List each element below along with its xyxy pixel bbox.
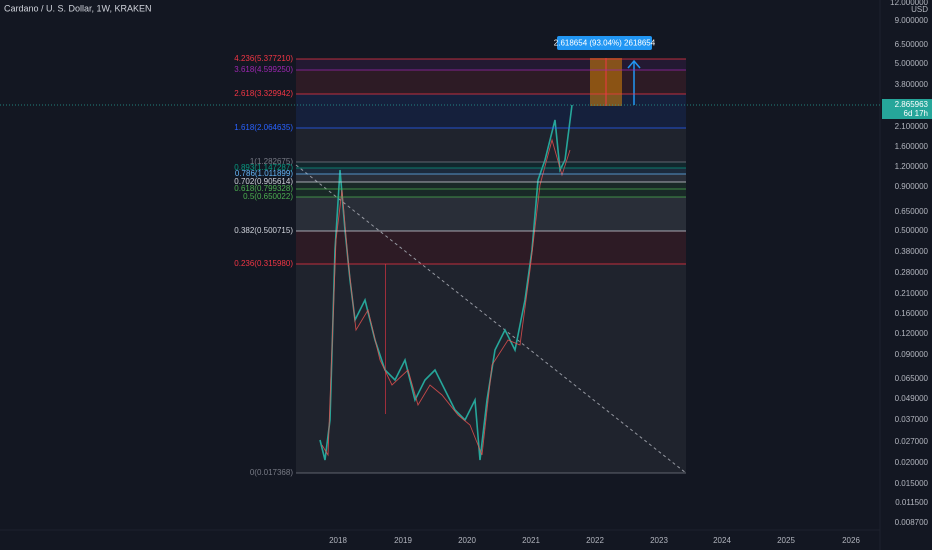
fib-band xyxy=(296,174,686,182)
last-price: 2.865963 xyxy=(895,100,929,109)
fib-label: 2.618(3.329942) xyxy=(234,89,293,98)
price-label: 0.020000 xyxy=(895,458,929,467)
fib-label: 0.5(0.650022) xyxy=(243,192,293,201)
price-label: 0.160000 xyxy=(895,309,929,318)
price-label: 0.027000 xyxy=(895,437,929,446)
fib-label: 0.786(1.011899) xyxy=(235,169,293,178)
fib-label: 0.618(0.799328) xyxy=(234,184,293,193)
fib-label: 1(1.282675) xyxy=(250,157,293,166)
price-label: 0.120000 xyxy=(895,329,929,338)
fib-band xyxy=(296,70,686,94)
measure-box xyxy=(557,36,652,50)
fib-label: 1.618(2.064635) xyxy=(234,123,293,132)
symbol-title: Cardano / U. S. Dollar, 1W, KRAKEN xyxy=(4,3,152,13)
fib-band xyxy=(296,162,686,168)
price-label: 6.500000 xyxy=(895,40,929,49)
time-label: 2023 xyxy=(650,536,668,545)
fib-band xyxy=(296,168,686,174)
fib-band xyxy=(296,128,686,162)
price-label: 0.090000 xyxy=(895,350,929,359)
price-label: 0.015000 xyxy=(895,479,929,488)
price-label: 3.800000 xyxy=(895,80,929,89)
measure-arrow-head xyxy=(627,59,641,69)
time-label: 2018 xyxy=(329,536,347,545)
price-label: 0.011500 xyxy=(895,498,928,507)
fib-band xyxy=(296,182,686,189)
price-label: 0.008700 xyxy=(895,518,929,527)
fib-band xyxy=(296,59,686,70)
currency: USD xyxy=(911,5,928,14)
fib-label: 4.236(5.377210) xyxy=(234,54,293,63)
marker xyxy=(385,264,386,414)
grid xyxy=(0,0,881,550)
fib-band xyxy=(296,189,686,197)
price-label: 1.200000 xyxy=(895,162,929,171)
fib-label: 0.893(1.147287) xyxy=(234,163,293,172)
price-label: 2.100000 xyxy=(895,122,929,131)
fib-band xyxy=(296,264,686,473)
time-label: 2022 xyxy=(586,536,604,545)
fib-label: 0.382(0.500715) xyxy=(234,226,293,235)
price-label: 0.210000 xyxy=(895,289,929,298)
fib-band xyxy=(296,94,686,128)
time-label: 2019 xyxy=(394,536,412,545)
price-label: 0.037000 xyxy=(895,415,929,424)
fib-label: 0.236(0.315980) xyxy=(234,259,293,268)
time-label: 2025 xyxy=(777,536,795,545)
last-price-badge xyxy=(882,99,932,119)
price-label: 1.600000 xyxy=(895,142,929,151)
countdown: 6d 17h xyxy=(904,109,928,118)
price-label: 0.900000 xyxy=(895,182,929,191)
time-label: 2020 xyxy=(458,536,476,545)
price-label: 9.000000 xyxy=(895,16,929,25)
trend-line xyxy=(295,164,687,474)
price-label: 0.065000 xyxy=(895,374,929,383)
time-label: 2026 xyxy=(842,536,860,545)
measure-label: 2.618654 (93.04%) 2618654 xyxy=(554,39,656,48)
fib-label: 3.618(4.599250) xyxy=(234,65,293,74)
price-label: 0.380000 xyxy=(895,247,929,256)
fib-label: 0(0.017368) xyxy=(250,468,293,477)
fib-fills xyxy=(296,59,686,473)
price-label: 0.650000 xyxy=(895,207,929,216)
time-label: 2024 xyxy=(713,536,731,545)
price-label: 5.000000 xyxy=(895,59,929,68)
price-label: 0.049000 xyxy=(895,394,929,403)
fib-band xyxy=(296,231,686,264)
price-label: 12.000000 xyxy=(890,0,928,7)
fib-label: 0.702(0.905614) xyxy=(234,177,293,186)
price-label: 0.280000 xyxy=(895,268,929,277)
time-label: 2021 xyxy=(522,536,540,545)
price-label: 0.500000 xyxy=(895,226,929,235)
price-path-down xyxy=(321,138,571,457)
fib-band xyxy=(296,197,686,231)
